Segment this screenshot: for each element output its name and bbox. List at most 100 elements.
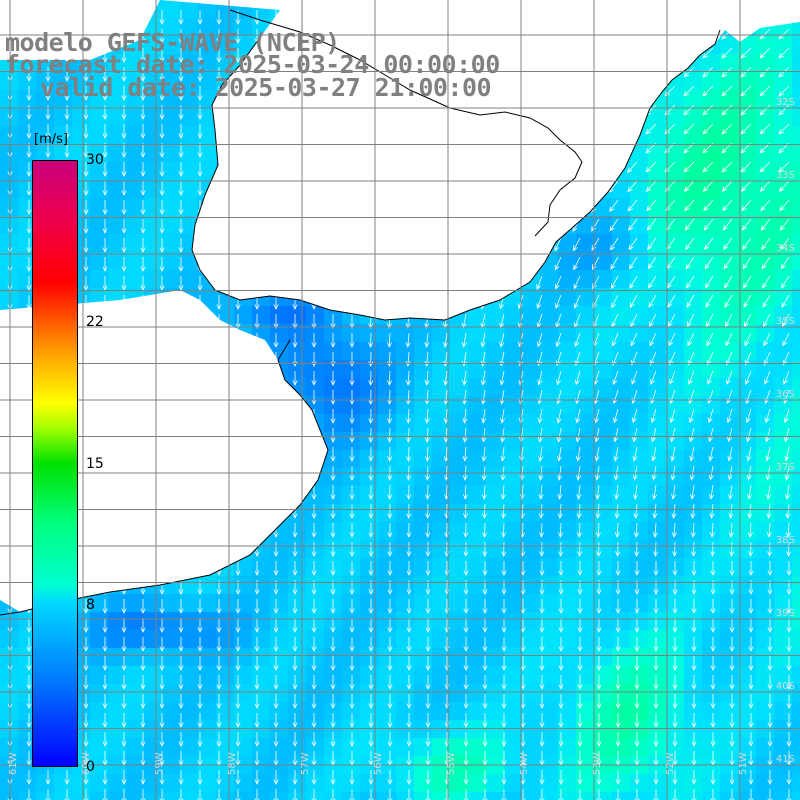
- wind-speed-cell: [792, 324, 800, 342]
- wind-speed-cell: [414, 612, 432, 630]
- wind-arrow: [764, 370, 771, 385]
- wind-arrow: [197, 694, 203, 709]
- wind-speed-cell: [666, 198, 684, 216]
- wind-speed-cell: [18, 702, 36, 720]
- wind-arrow: [653, 618, 659, 633]
- wind-speed-cell: [108, 162, 126, 180]
- wind-speed-cell: [648, 450, 666, 468]
- wind-speed-cell: [630, 630, 648, 648]
- wind-arrow: [178, 675, 184, 690]
- wind-speed-cell: [558, 270, 576, 288]
- wind-arrow: [273, 732, 279, 747]
- wind-speed-cell: [594, 324, 612, 342]
- wind-speed-cell: [738, 378, 756, 396]
- wind-speed-cell: [576, 324, 594, 342]
- wind-speed-cell: [648, 576, 666, 594]
- wind-speed-cell: [378, 468, 396, 486]
- wind-arrow: [613, 408, 619, 424]
- wind-speed-cell: [360, 324, 378, 342]
- wind-arrow: [703, 218, 714, 231]
- wind-speed-cell: [468, 738, 486, 756]
- wind-speed-cell: [90, 144, 108, 162]
- wind-speed-cell: [468, 360, 486, 378]
- wind-speed-cell: [414, 576, 432, 594]
- wind-speed-cell: [126, 162, 144, 180]
- wind-arrow: [83, 143, 89, 158]
- wind-arrow: [140, 181, 146, 196]
- wind-speed-cell: [684, 558, 702, 576]
- wind-speed-cell: [468, 378, 486, 396]
- wind-speed-cell: [18, 684, 36, 702]
- wind-arrow: [501, 770, 507, 785]
- wind-arrow: [759, 161, 771, 173]
- wind-speed-cell: [630, 450, 648, 468]
- wind-speed-cell: [504, 666, 522, 684]
- wind-arrow: [710, 732, 716, 747]
- wind-speed-cell: [342, 432, 360, 450]
- wind-arrow: [178, 162, 184, 177]
- wind-speed-cell: [774, 792, 792, 800]
- wind-arrow: [710, 599, 716, 614]
- wind-speed-cell: [144, 702, 162, 720]
- wind-speed-cell: [108, 774, 126, 792]
- wind-arrow: [629, 256, 638, 270]
- wind-arrow: [634, 675, 640, 690]
- wind-arrow: [574, 332, 581, 348]
- wind-speed-cell: [774, 594, 792, 612]
- wind-speed-cell: [594, 702, 612, 720]
- wind-speed-cell: [126, 792, 144, 800]
- wind-speed-cell: [396, 792, 414, 800]
- wind-arrow: [425, 770, 431, 785]
- wind-arrow: [140, 656, 146, 671]
- wind-arrow: [26, 675, 32, 690]
- wind-speed-cell: [198, 666, 216, 684]
- wind-arrow: [499, 389, 505, 405]
- wind-speed-cell: [720, 702, 738, 720]
- wind-arrow: [159, 124, 165, 139]
- wind-speed-cell: [702, 540, 720, 558]
- wind-speed-cell: [360, 342, 378, 360]
- wind-arrow: [292, 713, 298, 728]
- wind-speed-cell: [756, 504, 774, 522]
- wind-speed-cell: [702, 108, 720, 126]
- wind-arrow: [727, 427, 733, 443]
- wind-arrow: [767, 770, 773, 785]
- wind-speed-cell: [450, 774, 468, 792]
- wind-speed-cell: [648, 180, 666, 198]
- wind-arrow: [102, 219, 108, 234]
- wind-speed-cell: [774, 486, 792, 504]
- wind-speed-cell: [522, 666, 540, 684]
- wind-arrow: [594, 408, 600, 424]
- wind-speed-cell: [180, 594, 198, 612]
- wind-speed-cell: [486, 630, 504, 648]
- wind-speed-cell: [450, 684, 468, 702]
- wind-speed-cell: [684, 432, 702, 450]
- wind-arrow: [767, 675, 773, 690]
- wind-speed-cell: [486, 414, 504, 432]
- longitude-label: 57W: [300, 752, 311, 775]
- wind-arrow: [254, 694, 260, 709]
- wind-speed-cell: [648, 702, 666, 720]
- wind-speed-cell: [378, 504, 396, 522]
- wind-arrow: [781, 275, 790, 289]
- wind-arrow: [121, 219, 127, 234]
- wind-arrow: [368, 675, 374, 690]
- wind-speed-cell: [306, 558, 324, 576]
- wind-arrow: [576, 484, 582, 500]
- wind-arrow: [197, 181, 203, 196]
- wind-speed-cell: [414, 378, 432, 396]
- wind-speed-cell: [342, 522, 360, 540]
- wind-speed-cell: [306, 648, 324, 666]
- wind-arrow: [724, 294, 733, 308]
- wind-speed-cell: [504, 522, 522, 540]
- wind-arrow: [140, 257, 146, 272]
- wind-arrow: [653, 732, 659, 747]
- wind-arrow: [443, 332, 449, 348]
- wind-speed-cell: [612, 702, 630, 720]
- wind-speed-cell: [414, 342, 432, 360]
- wind-arrow: [596, 732, 602, 747]
- wind-arrow: [596, 541, 602, 557]
- wind-speed-cell: [234, 36, 252, 54]
- wind-speed-cell: [252, 684, 270, 702]
- wind-speed-cell: [432, 702, 450, 720]
